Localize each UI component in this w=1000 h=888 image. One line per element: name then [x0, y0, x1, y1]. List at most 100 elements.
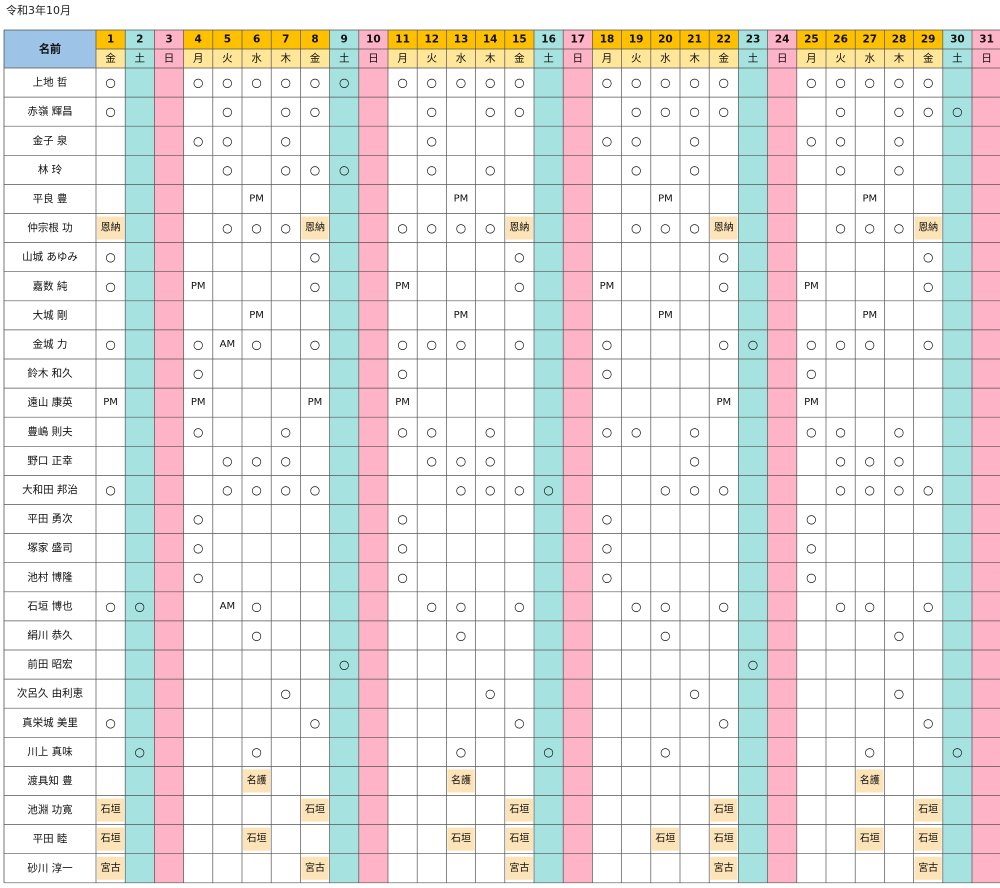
- schedule-cell: ○: [339, 658, 349, 672]
- weekday-label: 月: [193, 53, 204, 65]
- schedule-cell: PM: [804, 281, 819, 292]
- schedule-cell: ○: [310, 250, 320, 264]
- schedule-cell: ○: [835, 483, 845, 497]
- schedule-cell: 石垣: [509, 804, 529, 816]
- schedule-cell: ○: [719, 76, 729, 90]
- schedule-cell: ○: [748, 337, 758, 351]
- schedule-cell: ○: [339, 163, 349, 177]
- schedule-cell: 石垣: [101, 833, 121, 845]
- schedule-cell: ○: [222, 221, 232, 235]
- weekday-header-cell: [329, 49, 359, 68]
- schedule-cell: ○: [427, 425, 437, 439]
- day-number: 24: [775, 34, 790, 46]
- schedule-cell: 宮古: [305, 861, 325, 874]
- schedule-cell: ○: [660, 628, 670, 642]
- weekday-label: 金: [105, 52, 116, 65]
- weekday-header-cell: [183, 49, 213, 68]
- day-header-cell: [504, 30, 534, 49]
- day-header-cell: [534, 30, 564, 49]
- schedule-cell: PM: [454, 310, 469, 321]
- day-header-cell: [242, 30, 272, 49]
- day-number: 2: [136, 34, 143, 46]
- location-tag-bg: [301, 798, 329, 822]
- schedule-cell: ○: [514, 599, 524, 613]
- day-number: 10: [366, 34, 381, 46]
- schedule-cell: ○: [281, 105, 291, 119]
- schedule-cell: ○: [835, 599, 845, 613]
- schedule-cell: ○: [835, 134, 845, 148]
- weekday-header-cell: [504, 49, 534, 68]
- location-tag-bg: [710, 798, 738, 822]
- schedule-cell: ○: [923, 483, 933, 497]
- schedule-cell: ○: [719, 599, 729, 613]
- weekday-header-cell: [475, 49, 505, 68]
- schedule-cell: 石垣: [509, 833, 529, 845]
- schedule-cell: ○: [806, 134, 816, 148]
- schedule-cell: ○: [689, 163, 699, 177]
- schedule-cell: ○: [310, 483, 320, 497]
- schedule-cell: ○: [514, 337, 524, 351]
- day-number: 28: [892, 34, 907, 46]
- schedule-cell: ○: [222, 105, 232, 119]
- schedule-cell: ○: [251, 221, 261, 235]
- schedule-cell: PM: [249, 193, 264, 204]
- weekday-header-cell: [388, 49, 418, 68]
- schedule-cell: ○: [193, 512, 203, 526]
- schedule-cell: ○: [105, 105, 115, 119]
- schedule-cell: ○: [835, 76, 845, 90]
- weekday-header-cell: [972, 49, 1000, 68]
- schedule-cell: ○: [397, 76, 407, 90]
- schedule-cell: ○: [952, 745, 962, 759]
- schedule-cell: ○: [485, 76, 495, 90]
- location-tag-bg: [710, 827, 738, 851]
- schedule-cell: ○: [631, 221, 641, 235]
- schedule-cell: 石垣: [918, 833, 938, 845]
- schedule-cell: ○: [251, 337, 261, 351]
- schedule-cell: ○: [339, 76, 349, 90]
- schedule-cell: ○: [543, 745, 553, 759]
- schedule-cell: ○: [602, 541, 612, 555]
- day-header-cell: [212, 30, 242, 49]
- schedule-cell: 恩納: [509, 221, 529, 234]
- day-header-cell: [738, 30, 768, 49]
- schedule-cell: ○: [397, 367, 407, 381]
- weekday-label: 金: [514, 52, 525, 65]
- schedule-cell: ○: [105, 337, 115, 351]
- schedule-cell: ○: [806, 512, 816, 526]
- weekday-header-cell: [738, 49, 768, 68]
- day-number: 7: [282, 34, 289, 46]
- weekday-header-cell: [242, 49, 272, 68]
- schedule-cell: PM: [191, 397, 206, 408]
- day-number: 9: [341, 34, 348, 46]
- schedule-cell: ○: [660, 105, 670, 119]
- day-header-cell: [329, 30, 359, 49]
- day-number: 20: [658, 34, 673, 46]
- schedule-cell: ○: [485, 687, 495, 701]
- staff-name: 野口 正幸: [27, 455, 72, 467]
- schedule-cell: 恩納: [101, 221, 121, 234]
- schedule-cell: 石垣: [101, 804, 121, 816]
- schedule-cell: ○: [806, 425, 816, 439]
- weekday-header-cell: [417, 49, 447, 68]
- day-number: 23: [746, 34, 761, 46]
- staff-name: 仲宗根 功: [27, 221, 72, 234]
- schedule-cell: PM: [600, 281, 615, 292]
- day-number: 18: [600, 34, 615, 46]
- schedule-cell: ○: [251, 454, 261, 468]
- schedule-cell: ○: [456, 221, 466, 235]
- schedule-cell: 恩納: [918, 221, 938, 234]
- staff-name: 絹川 恭久: [27, 628, 73, 641]
- day-number: 14: [483, 34, 498, 46]
- schedule-cell: ○: [631, 134, 641, 148]
- weekday-header-cell: [563, 49, 593, 68]
- schedule-cell: ○: [835, 425, 845, 439]
- weekday-label: 水: [251, 53, 262, 65]
- location-tag-bg: [914, 827, 942, 851]
- day-header-cell: [125, 30, 155, 49]
- staff-name: 渡具知 豊: [27, 774, 72, 787]
- schedule-cell: ○: [602, 134, 612, 148]
- schedule-cell: ○: [281, 425, 291, 439]
- schedule-cell: ○: [719, 105, 729, 119]
- staff-name: 平田 勇次: [27, 512, 73, 525]
- day-header-cell: [154, 30, 184, 49]
